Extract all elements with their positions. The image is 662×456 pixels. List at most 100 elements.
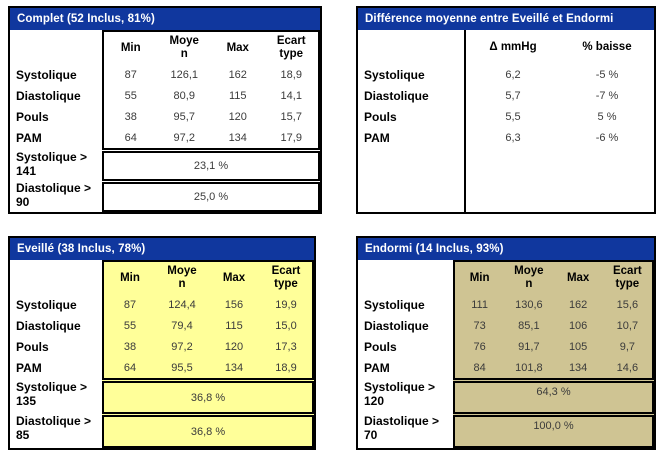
table-row: 76 91,7 105 9,7 [455, 336, 652, 357]
stat-value: 156 [224, 298, 244, 311]
stats-grid: Min Moyen Max Ecart type 111 130,6 162 1… [453, 260, 654, 380]
table-difference-title: Différence moyenne entre Eveillé et Endo… [358, 8, 654, 30]
stat-value: 111 [471, 298, 488, 311]
stat-value: 17,9 [280, 131, 302, 144]
stat-value: 115 [228, 89, 247, 102]
stat-value: 64 [123, 361, 137, 374]
table-row: 6,2 -5 % [466, 64, 654, 85]
table-row: 87 124,4 156 19,9 [104, 294, 312, 315]
stat-value: 105 [568, 340, 588, 353]
stat-value: 18,9 [280, 68, 302, 81]
stat-value: 19,9 [275, 298, 297, 311]
row-label-diastolique: Diastolique [364, 88, 429, 103]
header-spacer [358, 30, 464, 64]
stat-value: 55 [124, 89, 137, 102]
table-endormi: Endormi (14 Inclus, 93%) Systolique Dias… [356, 236, 656, 450]
column-header-ecart-text: Ecart type [276, 35, 306, 60]
stat-value: 106 [568, 319, 588, 332]
column-header-row: Min Moyen Max Ecart type [455, 262, 652, 294]
stat-value: 79,4 [171, 319, 193, 332]
threshold-label-diastolique: Diastolique > 70 [364, 414, 440, 442]
stat-value: 76 [473, 340, 486, 353]
table-complet: Complet (52 Inclus, 81%) Systolique Dias… [8, 6, 322, 214]
table-row: 55 79,4 115 15,0 [104, 315, 312, 336]
row-label-pam: PAM [364, 130, 390, 145]
table-complet-title: Complet (52 Inclus, 81%) [10, 8, 320, 30]
row-label-pouls: Pouls [16, 339, 49, 354]
row-label-diastolique: Diastolique [16, 318, 81, 333]
data-column: Δ mmHg % baisse 6,2 -5 % 5,7 -7 % 5,5 5 … [466, 30, 654, 212]
threshold-value: 36,8 % [102, 381, 314, 414]
stat-value: 17,3 [275, 340, 297, 353]
table-row: 73 85,1 106 10,7 [455, 315, 652, 336]
stat-value: 91,7 [518, 340, 540, 353]
table-row: 38 97,2 120 17,3 [104, 336, 312, 357]
row-label-pam: PAM [16, 360, 42, 375]
row-labels-column: Systolique Diastolique Pouls PAM Systoli… [358, 260, 453, 448]
table-row: 5,5 5 % [466, 106, 654, 127]
table-row: 6,3 -6 % [466, 127, 654, 148]
column-header-delta-mmhg: Δ mmHg [466, 30, 560, 64]
column-header-max-text: Max [566, 271, 590, 284]
column-header-min-text: Min [120, 271, 140, 284]
column-header-max-text: Max [222, 271, 246, 284]
row-label-systolique: Systolique [16, 67, 77, 82]
column-header-min: Min [455, 262, 504, 294]
table-eveille: Eveillé (38 Inclus, 78%) Systolique Dias… [8, 236, 316, 450]
data-column: Min Moyen Max Ecart type 87 126,1 162 18… [102, 30, 320, 212]
table-difference: Différence moyenne entre Eveillé et Endo… [356, 6, 656, 214]
stat-value: 80,9 [173, 89, 195, 102]
stat-value: 38 [124, 110, 137, 123]
row-label-systolique: Systolique [16, 297, 77, 312]
threshold-label-diastolique: Diastolique > 85 [16, 414, 92, 442]
table-difference-body: Systolique Diastolique Pouls PAM Δ mmHg … [358, 30, 654, 212]
column-header-row: Min Moyen Max Ecart type [104, 32, 318, 64]
row-label-systolique: Systolique [364, 67, 425, 82]
table-row: 64 95,5 134 18,9 [104, 357, 312, 378]
threshold-value: 25,0 % [102, 182, 320, 212]
delta-value: 5,5 [505, 110, 521, 123]
column-header-row: Δ mmHg % baisse [466, 30, 654, 64]
row-label-pam: PAM [364, 360, 390, 375]
stat-value: 15,7 [280, 110, 302, 123]
column-header-max: Max [208, 262, 260, 294]
stat-value: 97,2 [171, 340, 193, 353]
column-header-moyen: Moyen [504, 262, 553, 294]
column-header-baisse-text: % baisse [582, 40, 632, 53]
header-spacer [10, 260, 102, 294]
stat-value: 18,9 [275, 361, 297, 374]
column-header-moyen-text: Moyen [169, 35, 199, 60]
stat-value: 95,5 [171, 361, 193, 374]
row-label-pam: PAM [16, 130, 42, 145]
column-header-moyen: Moyen [158, 32, 212, 64]
table-endormi-title: Endormi (14 Inclus, 93%) [358, 238, 654, 260]
stat-value: 9,7 [619, 340, 636, 353]
stat-value: 87 [123, 298, 137, 311]
stat-value: 97,2 [173, 131, 195, 144]
stat-value: 85,1 [518, 319, 540, 332]
stat-value: 15,6 [616, 298, 639, 311]
column-header-min: Min [104, 32, 158, 64]
column-header-moyen-text: Moyen [167, 265, 197, 290]
table-row: 5,7 -7 % [466, 85, 654, 106]
row-label-systolique: Systolique [364, 297, 425, 312]
column-header-moyen: Moyen [156, 262, 208, 294]
stat-value: 115 [225, 319, 243, 332]
threshold-label-systolique: Systolique > 120 [364, 380, 436, 408]
baisse-value: 5 % [597, 110, 617, 123]
table-eveille-title: Eveillé (38 Inclus, 78%) [10, 238, 314, 260]
table-row: 84 101,8 134 14,6 [455, 357, 652, 378]
header-spacer [358, 260, 453, 294]
stat-value: 130,6 [515, 298, 543, 311]
stats-grid: Min Moyen Max Ecart type 87 126,1 162 18… [102, 30, 320, 150]
stat-value: 134 [228, 131, 247, 144]
threshold-value: 64,3 % [453, 381, 654, 414]
stat-value: 87 [124, 68, 137, 81]
stat-value: 14,1 [280, 89, 302, 102]
table-row: 38 95,7 120 15,7 [104, 106, 318, 127]
stat-value: 126,1 [170, 68, 199, 81]
column-header-ecart: Ecart type [260, 262, 312, 294]
row-label-diastolique: Diastolique [16, 88, 81, 103]
stat-value: 162 [228, 68, 247, 81]
